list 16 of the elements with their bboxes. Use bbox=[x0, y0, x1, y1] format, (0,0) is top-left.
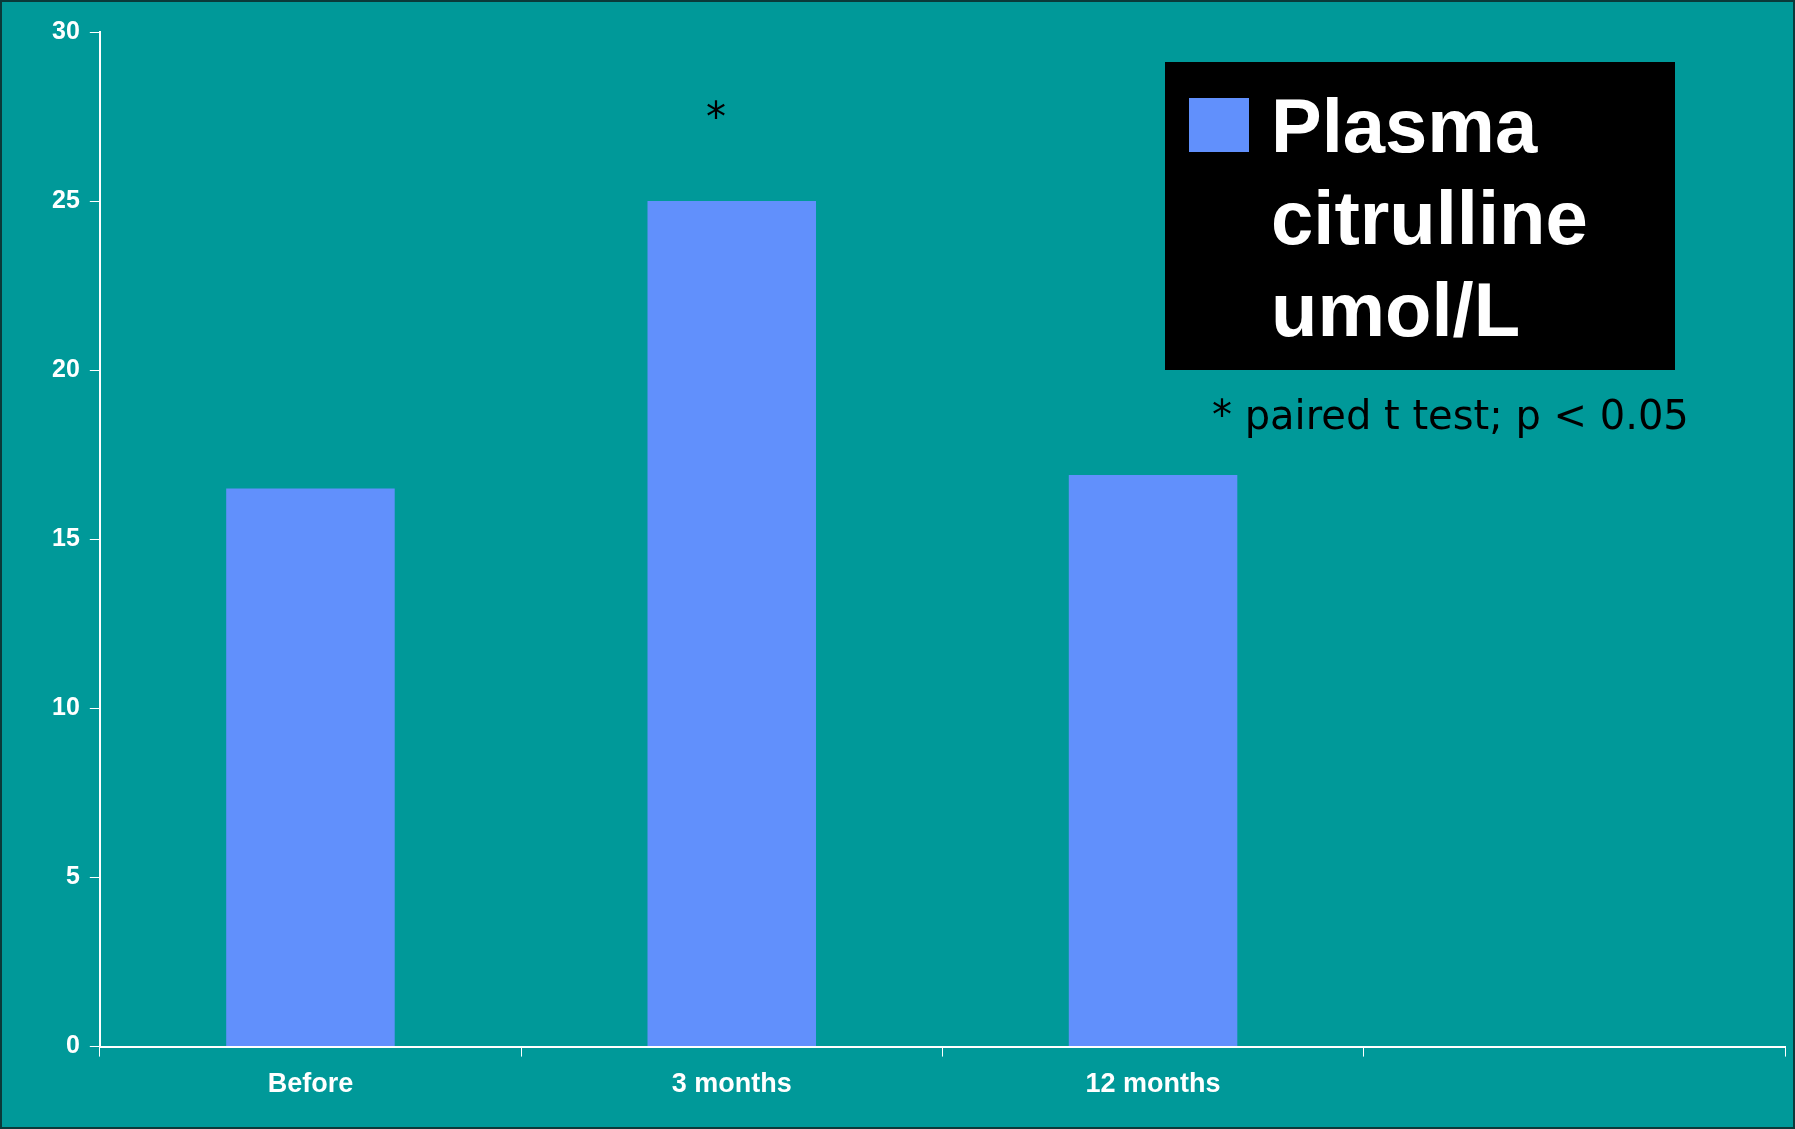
y-tick-label: 15 bbox=[52, 523, 80, 552]
y-tick-label: 5 bbox=[65, 861, 80, 890]
y-tick-label: 30 bbox=[52, 15, 80, 44]
bar bbox=[226, 488, 395, 1047]
x-tick-label: 12 months bbox=[1085, 1068, 1221, 1099]
x-tick-label: Before bbox=[267, 1068, 354, 1099]
annotation: * bbox=[706, 94, 726, 140]
bar bbox=[1068, 475, 1238, 1047]
legend-label: Plasma citrulline umol/L bbox=[1271, 82, 1589, 354]
y-tick-label: 25 bbox=[52, 184, 80, 213]
bar bbox=[647, 201, 817, 1047]
annotation: * paired t test; p < 0.05 bbox=[1212, 392, 1689, 438]
x-tick-label: 3 months bbox=[671, 1068, 792, 1099]
y-tick-label: 20 bbox=[52, 354, 80, 383]
y-tick-label: 0 bbox=[65, 1030, 80, 1059]
y-tick-label: 10 bbox=[52, 692, 80, 721]
